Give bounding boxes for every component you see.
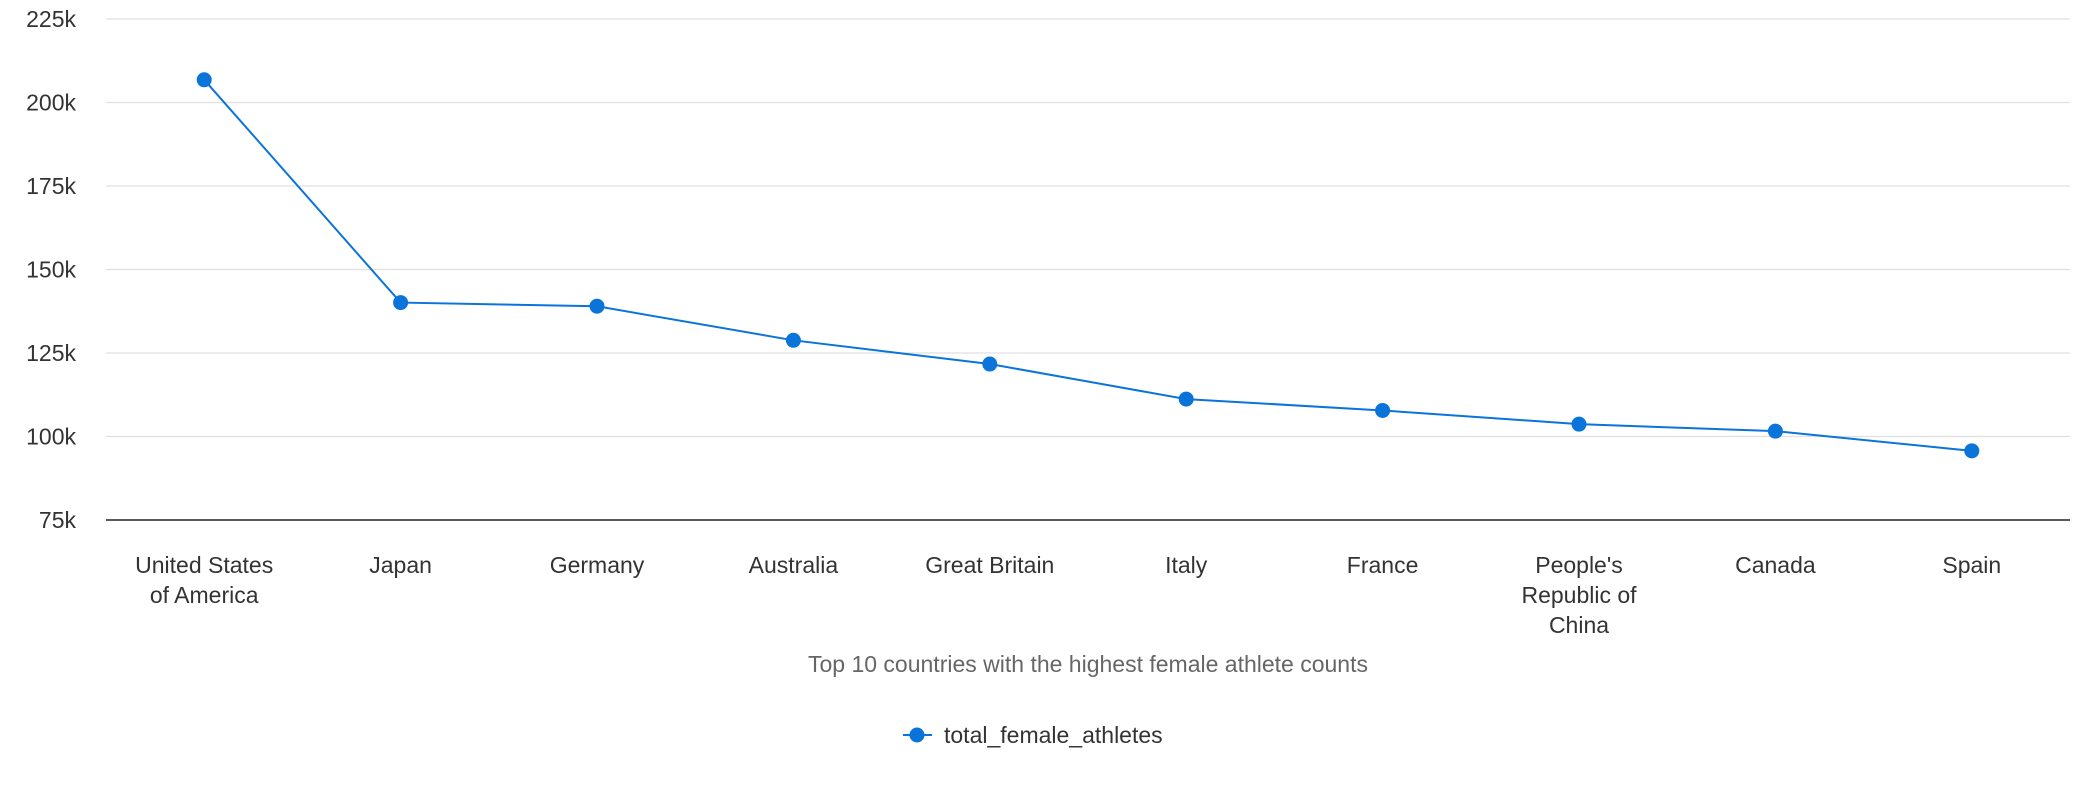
series-total-female-athletes [196, 72, 1980, 459]
data-point[interactable] [589, 298, 605, 314]
x-tick-label-line: of America [150, 582, 259, 608]
x-tick-label: People's Republic of China [1521, 552, 1637, 638]
legend-label: total_female_athletes [944, 722, 1163, 748]
data-point[interactable] [393, 295, 409, 311]
legend-dot-marker [909, 727, 925, 743]
y-tick-label: 150k [26, 257, 76, 283]
data-point[interactable] [1178, 391, 1194, 407]
x-tick-label: United States of America [135, 552, 273, 608]
x-tick-label: Japan [369, 552, 432, 578]
data-point[interactable] [1767, 423, 1783, 439]
data-point[interactable] [785, 332, 801, 348]
x-tick-label-line: United States [135, 552, 273, 578]
y-axis-tick-labels: 75k 100k 125k 150k 175k 200k 225k [26, 6, 76, 533]
gridlines [106, 18, 2070, 438]
x-tick-label: Spain [1942, 552, 2001, 578]
legend[interactable]: total_female_athletes [903, 722, 1163, 748]
x-tick-label-line: Republic of [1521, 582, 1637, 608]
x-tick-label-line: Australia [749, 552, 839, 578]
y-tick-label: 100k [26, 424, 76, 450]
x-tick-label-line: Japan [369, 552, 432, 578]
data-point[interactable] [982, 356, 998, 372]
data-point[interactable] [1964, 443, 1980, 459]
x-axis-category-labels: United States of America Japan Germany Austr… [135, 552, 2001, 638]
x-tick-label-line: China [1549, 612, 1609, 638]
y-tick-label: 175k [26, 173, 76, 199]
y-tick-label: 125k [26, 340, 76, 366]
x-tick-label-line: France [1347, 552, 1419, 578]
y-tick-label: 200k [26, 90, 76, 116]
x-tick-label-line: Spain [1942, 552, 2001, 578]
x-tick-label: Germany [550, 552, 645, 578]
data-point[interactable] [196, 72, 212, 88]
data-point[interactable] [1375, 402, 1391, 418]
x-tick-label: Italy [1165, 552, 1208, 578]
x-tick-label: France [1347, 552, 1419, 578]
x-tick-label-line: Italy [1165, 552, 1208, 578]
x-tick-label-line: People's [1535, 552, 1623, 578]
series-line [203, 79, 1972, 452]
x-axis-title: Top 10 countries with the highest female… [808, 651, 1368, 677]
x-tick-label: Great Britain [925, 552, 1054, 578]
x-tick-label: Australia [749, 552, 839, 578]
y-tick-label: 225k [26, 6, 76, 32]
x-tick-label-line: Great Britain [925, 552, 1054, 578]
x-tick-label-line: Canada [1735, 552, 1816, 578]
y-tick-label: 75k [39, 507, 77, 533]
data-point[interactable] [1571, 416, 1587, 432]
x-tick-label-line: Germany [550, 552, 645, 578]
x-tick-label: Canada [1735, 552, 1816, 578]
